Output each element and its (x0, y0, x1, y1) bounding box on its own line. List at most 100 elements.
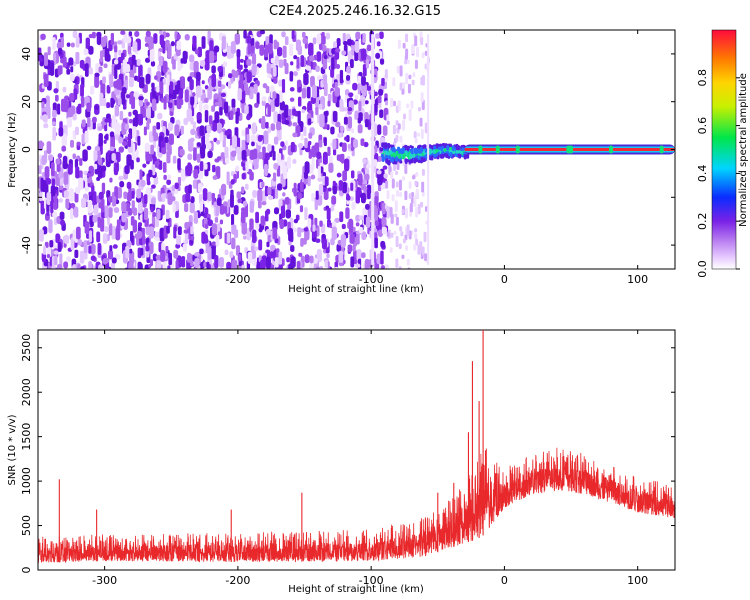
spectrogram-cell (385, 180, 389, 189)
spectrogram-cell (180, 125, 184, 135)
spectrogram-cell (192, 92, 196, 97)
spectrogram-cell (265, 228, 272, 236)
spectrogram-cell (184, 221, 190, 230)
spectrogram-cell (96, 32, 102, 46)
spectrogram-cell (219, 107, 223, 116)
spectrogram-cell (296, 56, 300, 69)
spectrogram-cell (245, 127, 250, 137)
spectrogram-cell (254, 246, 259, 251)
spectrogram-cell (383, 173, 388, 179)
spectrogram-cell (290, 61, 294, 66)
spectrogram-cell (430, 144, 434, 150)
spectrogram-cell (81, 119, 86, 127)
spectrogram-cell (199, 59, 206, 67)
spectrogram-cell (384, 69, 388, 79)
colorbar-tick-label: 0.0 (696, 260, 709, 278)
spectrogram-cell (318, 103, 323, 110)
spectrogram-cell (315, 65, 320, 73)
spectrogram-cell (114, 104, 120, 117)
spectrogram-cell (226, 232, 231, 244)
spectrogram-cell (443, 148, 447, 153)
spectrogram-line-blip (569, 145, 574, 154)
spectrogram-cell (46, 210, 50, 216)
spectrogram-cell (333, 148, 337, 156)
spectrogram-cell (145, 245, 150, 252)
y-tick-label: 500 (20, 515, 33, 536)
spectrogram-cell (374, 220, 379, 227)
spectrogram-cell (417, 203, 421, 215)
spectrogram-cell (156, 70, 162, 82)
spectrogram-cell (373, 212, 379, 219)
spectrogram-cell (97, 150, 101, 164)
spectrogram-cell (148, 153, 153, 162)
spectrogram-cell (341, 142, 347, 153)
spectrogram-cell (346, 195, 351, 201)
spectrogram-cell (63, 171, 69, 185)
spectrogram-cell (179, 148, 185, 156)
spectrogram-cell (102, 97, 107, 107)
spectrogram-cell (313, 54, 318, 61)
spectrogram-cell (278, 59, 284, 69)
spectrogram-cell (174, 182, 179, 190)
spectrogram-cell (74, 126, 79, 136)
spectrogram-cell (347, 144, 352, 149)
spectrogram-cell (201, 231, 206, 244)
spectrogram-cell (377, 124, 382, 135)
spectrogram-cell (432, 145, 436, 150)
spectrogram-cell (411, 44, 415, 55)
spectrogram-cell (357, 82, 361, 95)
spectrogram-cell (145, 153, 150, 162)
spectrogram-cell (199, 201, 204, 212)
spectrogram-cell (249, 218, 254, 233)
spectrogram-cell (360, 138, 365, 147)
spectrogram-cell (336, 243, 342, 252)
spectrogram-cell (289, 43, 294, 57)
spectrogram-cell (293, 55, 298, 60)
spectrogram-cell (261, 115, 266, 130)
spectrogram-cell (128, 268, 130, 269)
spectrogram-cell (159, 81, 164, 94)
spectrogram-cell (132, 41, 138, 53)
spectrogram-cell (394, 200, 398, 212)
spectrogram-cell (300, 133, 304, 141)
spectrogram-cell (162, 161, 167, 173)
spectrogram-cell (404, 59, 408, 65)
spectrogram-cell (250, 245, 255, 253)
spectrogram-cell (374, 237, 378, 249)
spectrogram-cell (382, 125, 388, 136)
spectrogram-cell (60, 32, 64, 39)
spectrogram-cell (177, 226, 182, 236)
spectrogram-cell (298, 252, 303, 257)
spectrogram-cell (140, 179, 146, 188)
spectrogram-cell (297, 227, 302, 238)
spectrogram-cell (79, 250, 85, 264)
spectrogram-cell (243, 30, 247, 39)
spectrogram-cell (420, 36, 424, 46)
spectrogram-cell (87, 177, 92, 184)
spectrogram-cell (338, 180, 344, 191)
spectrogram-cell (401, 254, 405, 260)
spectrogram-cell (199, 125, 205, 137)
spectrogram-cell (413, 195, 417, 207)
spectrogram-cell (83, 240, 88, 254)
spectrogram-cell (83, 48, 89, 56)
spectrogram-cell (160, 249, 166, 263)
spectrogram-cell (322, 57, 328, 70)
spectrogram-cell (358, 112, 363, 122)
spectrogram-cell (119, 181, 125, 188)
spectrogram-cell (241, 264, 245, 269)
spectrogram-cell (44, 52, 48, 67)
spectrogram-cell (88, 245, 92, 254)
spectrogram-cell (316, 51, 322, 62)
spectrogram-cell (321, 238, 327, 250)
spectrogram-cell (84, 63, 89, 77)
spectrogram-cell (310, 96, 316, 104)
spectrogram-cell (104, 118, 110, 123)
spectrogram-cell (239, 58, 244, 63)
spectrogram-cell (306, 86, 311, 99)
spectrogram-cell (264, 185, 269, 197)
spectrogram-cell (173, 226, 177, 239)
spectrogram-cell (307, 175, 311, 187)
spectrogram-cell (333, 268, 337, 269)
spectrogram-cell (259, 30, 265, 35)
